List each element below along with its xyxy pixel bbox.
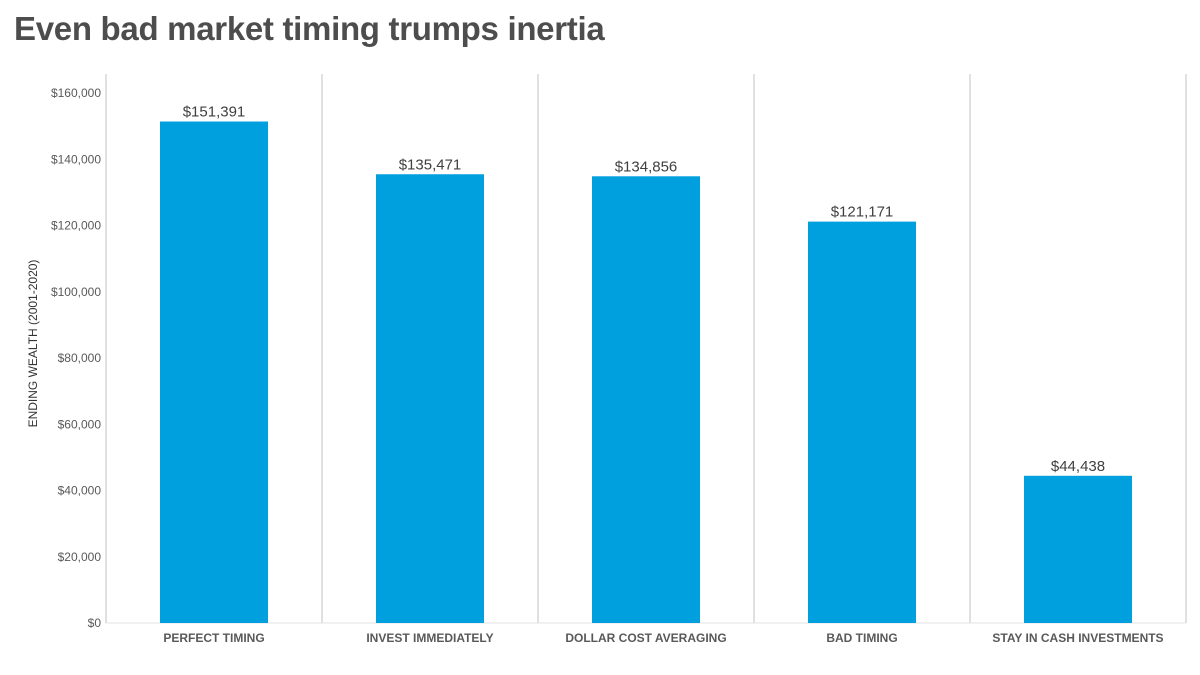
y-tick-label: $0 <box>88 616 102 630</box>
y-tick-label: $140,000 <box>51 152 101 166</box>
data-label: $134,856 <box>615 158 678 175</box>
y-tick-label: $40,000 <box>58 484 102 498</box>
data-label: $135,471 <box>399 156 462 173</box>
bar <box>376 174 484 623</box>
y-tick-label: $20,000 <box>58 550 102 564</box>
y-axis: $0 $20,000 $40,000 $60,000 $80,000 $100,000 $1… <box>51 86 101 630</box>
x-tick-label: DOLLAR COST AVERAGING <box>565 631 726 645</box>
x-tick-label: INVEST IMMEDIATELY <box>366 631 493 645</box>
bars <box>160 121 1132 624</box>
x-tick-label: STAY IN CASH INVESTMENTS <box>992 631 1163 645</box>
bar <box>160 121 268 624</box>
bar <box>592 176 700 624</box>
y-tick-label: $120,000 <box>51 219 101 233</box>
x-tick-label: BAD TIMING <box>826 631 897 645</box>
bar <box>1024 475 1132 623</box>
y-tick-label: $100,000 <box>51 285 101 299</box>
x-axis: PERFECT TIMING INVEST IMMEDIATELY DOLLAR C… <box>163 631 1163 645</box>
x-tick-label: PERFECT TIMING <box>163 631 264 645</box>
category-separators <box>105 74 1187 624</box>
y-tick-label: $80,000 <box>58 351 102 365</box>
chart-title: Even bad market timing trumps inertia <box>14 10 605 47</box>
data-label: $44,438 <box>1051 458 1105 475</box>
data-label: $121,171 <box>831 204 894 221</box>
y-tick-label: $60,000 <box>58 417 102 431</box>
bar <box>808 221 916 623</box>
data-labels: $151,391 $135,471 $134,856 $121,171 $44,438 <box>183 104 1105 475</box>
y-tick-label: $160,000 <box>51 86 101 100</box>
data-label: $151,391 <box>183 104 246 121</box>
y-axis-label: ENDING WEALTH (2001-2020) <box>26 260 40 428</box>
